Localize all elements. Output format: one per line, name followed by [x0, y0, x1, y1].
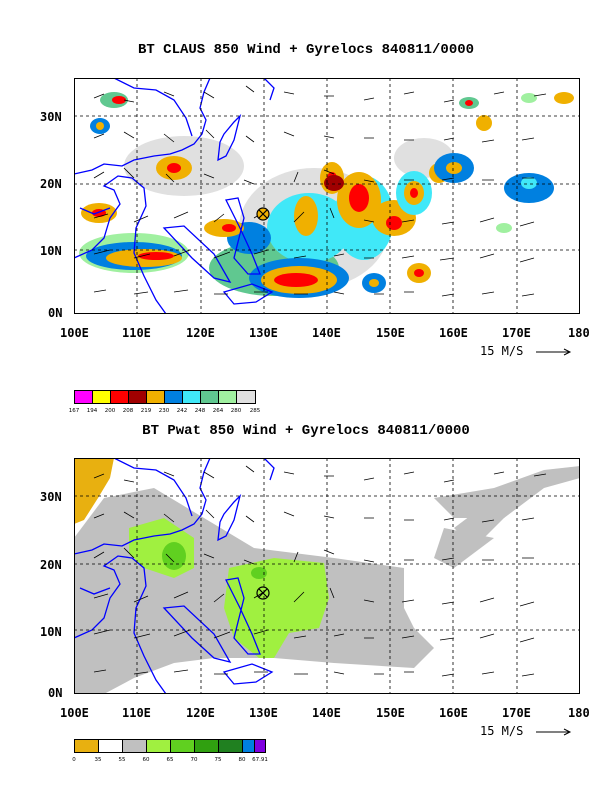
bottom-lon-label: 110E — [122, 706, 151, 720]
legend-swatch — [122, 739, 147, 753]
top-lon-label: 100E — [60, 326, 89, 340]
bottom-lon-label: 170E — [502, 706, 531, 720]
legend-tick: 194 — [86, 408, 98, 414]
legend-tick: 35 — [94, 757, 102, 763]
legend-tick: 70 — [190, 757, 198, 763]
legend-swatch — [74, 390, 93, 404]
top-lat-label: 20N — [40, 177, 62, 191]
legend-swatch — [182, 390, 201, 404]
top-lat-label: 0N — [48, 306, 63, 320]
legend-tick: 280 — [230, 408, 242, 414]
legend-tick: 65 — [166, 757, 174, 763]
legend-tick: 219 — [140, 408, 152, 414]
legend-tick: 80 — [238, 757, 246, 763]
top-lon-label: 110E — [122, 326, 151, 340]
top-scale-label: 15 M/S — [480, 344, 524, 358]
legend-tick: 75 — [214, 757, 222, 763]
top-gyre-marker-icon — [256, 207, 270, 221]
top-map-frame — [74, 78, 580, 314]
legend-swatch — [110, 390, 129, 404]
legend-tick: 230 — [158, 408, 170, 414]
top-lon-label: 140E — [312, 326, 341, 340]
bottom-map-field — [74, 458, 580, 694]
legend-swatch — [146, 390, 165, 404]
legend-swatch — [98, 739, 123, 753]
legend-tick: 285 — [249, 408, 261, 414]
legend-swatch — [128, 390, 147, 404]
legend-swatch — [236, 390, 256, 404]
legend-swatch — [254, 739, 266, 753]
top-map-field — [74, 78, 580, 314]
bottom-lon-label: 140E — [312, 706, 341, 720]
legend-swatch — [200, 390, 219, 404]
legend-tick: 60 — [142, 757, 150, 763]
bottom-lon-label: 150E — [376, 706, 405, 720]
legend-swatch — [194, 739, 219, 753]
legend-tick: 0 — [72, 757, 76, 763]
legend-tick: 55 — [118, 757, 126, 763]
legend-tick: 200 — [104, 408, 116, 414]
bottom-scale-arrow-icon — [536, 728, 572, 736]
bottom-lon-label: 160E — [439, 706, 468, 720]
bottom-lat-label: 30N — [40, 490, 62, 504]
bottom-map — [74, 458, 580, 694]
legend-swatch — [218, 739, 243, 753]
legend-tick: 264 — [212, 408, 224, 414]
bottom-lon-label: 120E — [186, 706, 215, 720]
legend-swatch — [74, 739, 99, 753]
bottom-gyre-marker-icon — [256, 586, 270, 600]
bottom-panel-title: BT Pwat 850 Wind + Gyrelocs 840811/0000 — [142, 423, 470, 439]
legend-tick: 248 — [194, 408, 206, 414]
top-lat-label: 10N — [40, 244, 62, 258]
legend-swatch — [170, 739, 195, 753]
top-lon-label: 150E — [376, 326, 405, 340]
bottom-scale-label: 15 M/S — [480, 724, 524, 738]
top-lon-label: 180 — [568, 326, 590, 340]
bottom-lat-label: 0N — [48, 686, 63, 700]
legend-swatch — [218, 390, 237, 404]
legend-tick: 242 — [176, 408, 188, 414]
legend-tick: 167 — [68, 408, 80, 414]
legend-swatch — [146, 739, 171, 753]
bottom-lon-label: 180 — [568, 706, 590, 720]
bottom-lon-label: 100E — [60, 706, 89, 720]
bottom-lon-label: 130E — [249, 706, 278, 720]
bottom-map-frame — [74, 458, 580, 694]
top-lat-label: 30N — [40, 110, 62, 124]
top-scale-arrow-icon — [536, 348, 572, 356]
bottom-lat-label: 10N — [40, 625, 62, 639]
top-lon-label: 160E — [439, 326, 468, 340]
legend-swatch — [92, 390, 111, 404]
bottom-lat-label: 20N — [40, 558, 62, 572]
legend-swatch — [164, 390, 183, 404]
top-lon-label: 130E — [249, 326, 278, 340]
bottom-legend: 0 35 55 60 65 70 75 80 67.91 — [72, 739, 274, 769]
top-map — [74, 78, 580, 314]
legend-tick: 67.91 — [252, 757, 268, 763]
top-lon-label: 120E — [186, 326, 215, 340]
top-panel-title: BT CLAUS 850 Wind + Gyrelocs 840811/0000 — [137, 42, 475, 58]
top-lon-label: 170E — [502, 326, 531, 340]
legend-tick: 208 — [122, 408, 134, 414]
top-legend: 167 194 200 208 219 230 242 248 264 280 … — [69, 390, 264, 420]
